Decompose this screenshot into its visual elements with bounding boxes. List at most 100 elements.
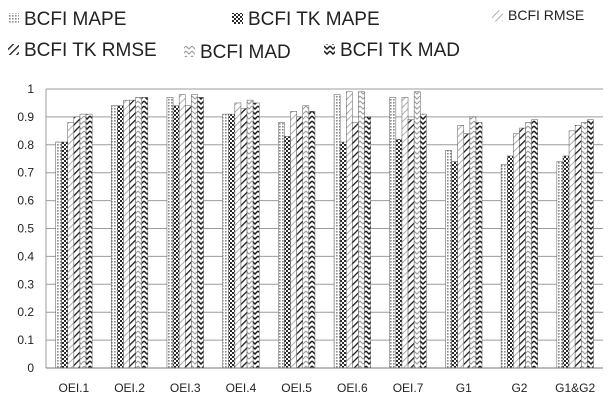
bar-bcfi-tk-mad-oei-1	[85, 113, 93, 369]
bar-bcfi-tk-mad-oei-7	[420, 113, 427, 369]
bar-bcfi-tk-mape-oei-3	[172, 105, 180, 369]
y-tick-label: 0.4	[17, 249, 34, 263]
legend-label: BCFI RMSE	[508, 7, 584, 23]
y-tick-label: 0	[27, 361, 34, 375]
bar-bcfi-tk-mad-oei-6	[364, 116, 371, 369]
bar-bcfi-rmse-g2	[513, 133, 520, 369]
y-tick-label: 0.3	[17, 277, 34, 291]
legend-label: BCFI TK MAD	[340, 40, 460, 61]
legend-swatch	[8, 13, 19, 24]
bar-bcfi-tk-rmse-oei-3	[185, 105, 192, 369]
bar-group-g1-and-g2	[556, 119, 594, 369]
legend-swatch	[184, 46, 195, 57]
bar-bcfi-rmse-oei-7	[401, 97, 409, 369]
bar-bcfi-tk-mape-oei-2	[117, 105, 124, 369]
bar-bcfi-tk-mape-oei-1	[61, 141, 69, 369]
bar-bcfi-tk-rmse-oei-7	[407, 119, 415, 369]
bar-bcfi-tk-mape-oei-4	[228, 113, 236, 369]
bar-bcfi-mad-oei-2	[135, 97, 142, 369]
bar-bcfi-rmse-g1-and-g2	[568, 130, 576, 369]
bar-group-oei-2	[111, 97, 149, 369]
bar-bcfi-rmse-oei-6	[346, 91, 353, 369]
legend-label: BCFI TK MAPE	[248, 9, 380, 30]
bar-bcfi-mape-oei-4	[222, 113, 229, 369]
x-tick-label: OEI.6	[337, 381, 368, 395]
bar-group-oei-4	[222, 99, 260, 369]
x-tick-label: OEI.7	[393, 381, 424, 395]
legend-label: BCFI MAD	[200, 42, 291, 63]
legend-label: BCFI TK RMSE	[24, 40, 157, 61]
bar-bcfi-tk-rmse-oei-4	[240, 108, 248, 369]
bar-group-oei-3	[166, 94, 204, 369]
bar-bcfi-tk-rmse-oei-1	[73, 116, 81, 369]
x-tick-label: G1&G2	[555, 381, 595, 395]
legend-item-bcfi-rmse: BCFI RMSE	[492, 7, 584, 23]
legend-item-bcfi-tk-mad: BCFI TK MAD	[324, 40, 460, 61]
bar-bcfi-rmse-oei-4	[234, 102, 242, 369]
bar-bcfi-tk-mape-oei-6	[339, 141, 347, 369]
x-tick-label: G2	[511, 381, 527, 395]
bar-bcfi-mad-g1-and-g2	[581, 122, 588, 369]
bar-bcfi-tk-mape-g1-and-g2	[562, 155, 570, 369]
bar-bcfi-tk-mad-g1-and-g2	[587, 119, 594, 369]
y-tick-label: 1	[27, 82, 34, 96]
bar-group-oei-5	[278, 105, 316, 369]
legend: BCFI MAPE BCFI TK MAPE BCFI RMSE BCFI TK RM…	[8, 7, 584, 63]
bar-bcfi-mape-oei-7	[389, 97, 397, 369]
legend-label: BCFI MAPE	[24, 9, 126, 30]
bar-bcfi-tk-rmse-g2	[519, 127, 526, 369]
bar-bcfi-tk-mad-g2	[531, 119, 539, 369]
bar-bcfi-tk-mape-oei-7	[395, 138, 403, 369]
bar-bcfi-rmse-oei-3	[178, 94, 186, 369]
x-tick-label: OEI.1	[59, 381, 90, 395]
bar-bcfi-mad-oei-7	[413, 91, 421, 369]
bar-bcfi-mad-oei-3	[191, 94, 198, 369]
bar-group-g1	[445, 116, 483, 369]
bar-bcfi-rmse-oei-1	[67, 122, 75, 369]
bar-bcfi-mape-g1-and-g2	[556, 161, 564, 369]
legend-item-bcfi-mape: BCFI MAPE	[8, 9, 126, 30]
bar-bcfi-mape-oei-2	[111, 105, 118, 369]
x-tick-label: OEI.2	[114, 381, 145, 395]
legend-item-bcfi-tk-rmse: BCFI TK RMSE	[8, 40, 157, 61]
bar-bcfi-mape-g2	[500, 164, 508, 369]
bar-bcfi-mad-oei-4	[246, 99, 254, 369]
x-tick-label: OEI.3	[170, 381, 201, 395]
y-tick-label: 0.8	[17, 138, 34, 152]
bar-group-g2	[500, 119, 539, 369]
y-tick-label: 0.2	[17, 305, 34, 319]
bar-bcfi-mad-g1	[469, 116, 477, 369]
bar-bcfi-mad-oei-1	[79, 113, 87, 369]
bar-bcfi-tk-mad-g1	[475, 122, 483, 369]
bar-bcfi-tk-mape-oei-5	[284, 136, 291, 369]
bar-group-oei-6	[333, 91, 371, 369]
x-axis: OEI.1 OEI.2 OEI.3 OEI.4 OEI.5 OEI.6 OEI.7 G1 G2 G…	[46, 367, 603, 395]
bar-bcfi-mad-oei-5	[302, 105, 310, 369]
bar-bcfi-tk-mape-g2	[507, 155, 514, 369]
bar-bcfi-rmse-g1	[457, 125, 464, 369]
bar-bcfi-rmse-oei-2	[123, 99, 130, 369]
y-axis: 0 0.1 0.2 0.3 0.4 0.5 0.6 0.7 0.8 0.9 1	[17, 82, 47, 375]
bar-bcfi-tk-mad-oei-3	[197, 97, 204, 369]
bar-bcfi-mape-oei-3	[166, 97, 174, 369]
legend-swatch	[492, 10, 503, 22]
bar-bcfi-mape-g1	[445, 150, 452, 369]
bar-bcfi-tk-mad-oei-5	[308, 111, 316, 369]
x-tick-label: OEI.4	[226, 381, 257, 395]
legend-item-bcfi-tk-mape: BCFI TK MAPE	[232, 9, 380, 30]
bar-bcfi-tk-rmse-oei-6	[352, 122, 359, 369]
x-tick-label: OEI.5	[281, 381, 312, 395]
bar-bcfi-tk-rmse-oei-5	[296, 116, 303, 369]
bar-bcfi-rmse-oei-5	[290, 111, 297, 369]
x-tick-label: G1	[456, 381, 472, 395]
bar-bcfi-tk-mad-oei-2	[141, 97, 149, 369]
y-tick-label: 0.7	[17, 166, 34, 180]
bar-bcfi-tk-mape-g1	[451, 161, 458, 369]
legend-swatch	[324, 44, 335, 55]
y-tick-label: 0.9	[17, 110, 34, 124]
bar-bcfi-mad-g2	[525, 122, 532, 369]
y-tick-label: 0.6	[17, 194, 34, 208]
bar-bcfi-mape-oei-5	[278, 122, 285, 369]
